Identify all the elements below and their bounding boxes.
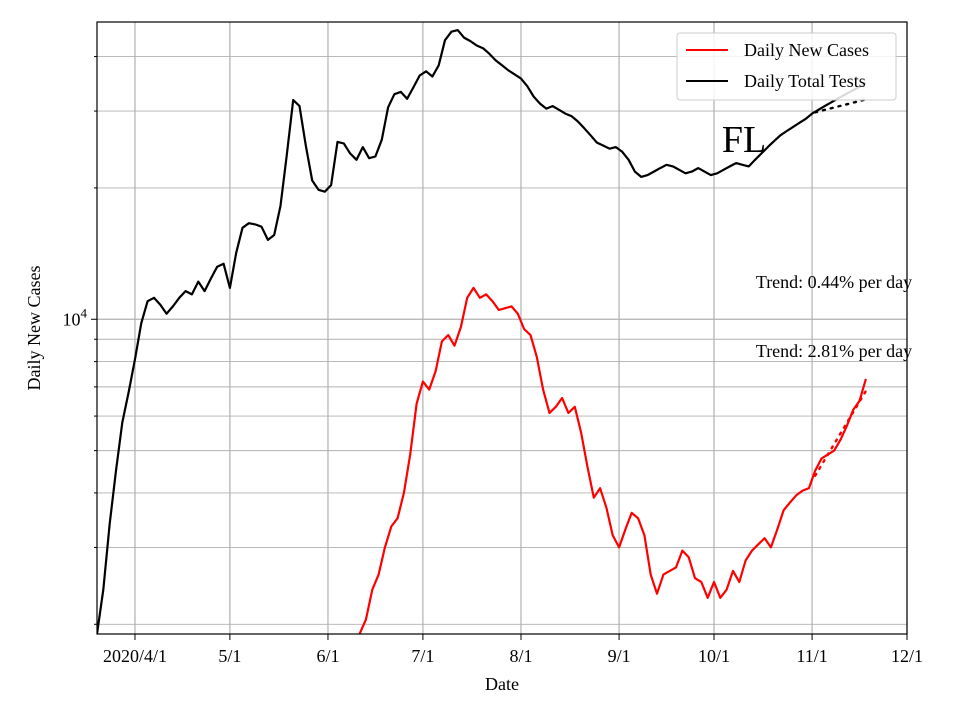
x-axis-title: Date (485, 674, 519, 694)
series-layer (97, 29, 868, 634)
x-tick-label: 9/1 (608, 646, 631, 666)
y-axis-title: Daily New Cases (24, 266, 44, 391)
legend: Daily New Cases Daily Total Tests (676, 32, 897, 101)
x-tick-label: 2020/4/1 (103, 646, 167, 666)
x-tick-label: 8/1 (509, 646, 532, 666)
state-label: FL (722, 119, 766, 161)
series-line-daily-total-tests (97, 29, 867, 634)
legend-label-daily-new-cases: Daily New Cases (744, 40, 869, 60)
plot-frame (96, 21, 908, 635)
trend-line-1 (814, 98, 868, 114)
x-tick-label: 12/1 (891, 646, 923, 666)
trend-annotation-cases: Trend: 2.81% per day (756, 341, 912, 361)
x-tick-label: 6/1 (316, 646, 339, 666)
legend-box (676, 32, 897, 101)
series-line-daily-new-cases (358, 286, 867, 634)
y-tick-label: 104 (63, 305, 88, 329)
x-tick-label: 11/1 (796, 646, 827, 666)
x-tick-label: 5/1 (218, 646, 241, 666)
x-tick-label: 10/1 (698, 646, 730, 666)
trend-annotation-tests: Trend: 0.44% per day (756, 272, 912, 292)
legend-label-daily-total-tests: Daily Total Tests (744, 71, 866, 91)
x-tick-label: 7/1 (411, 646, 434, 666)
ticks: 2020/4/1 5/1 6/1 7/1 8/1 9/1 10/1 11/1 12/1 104 (63, 56, 923, 666)
trend-line-0 (814, 389, 868, 477)
